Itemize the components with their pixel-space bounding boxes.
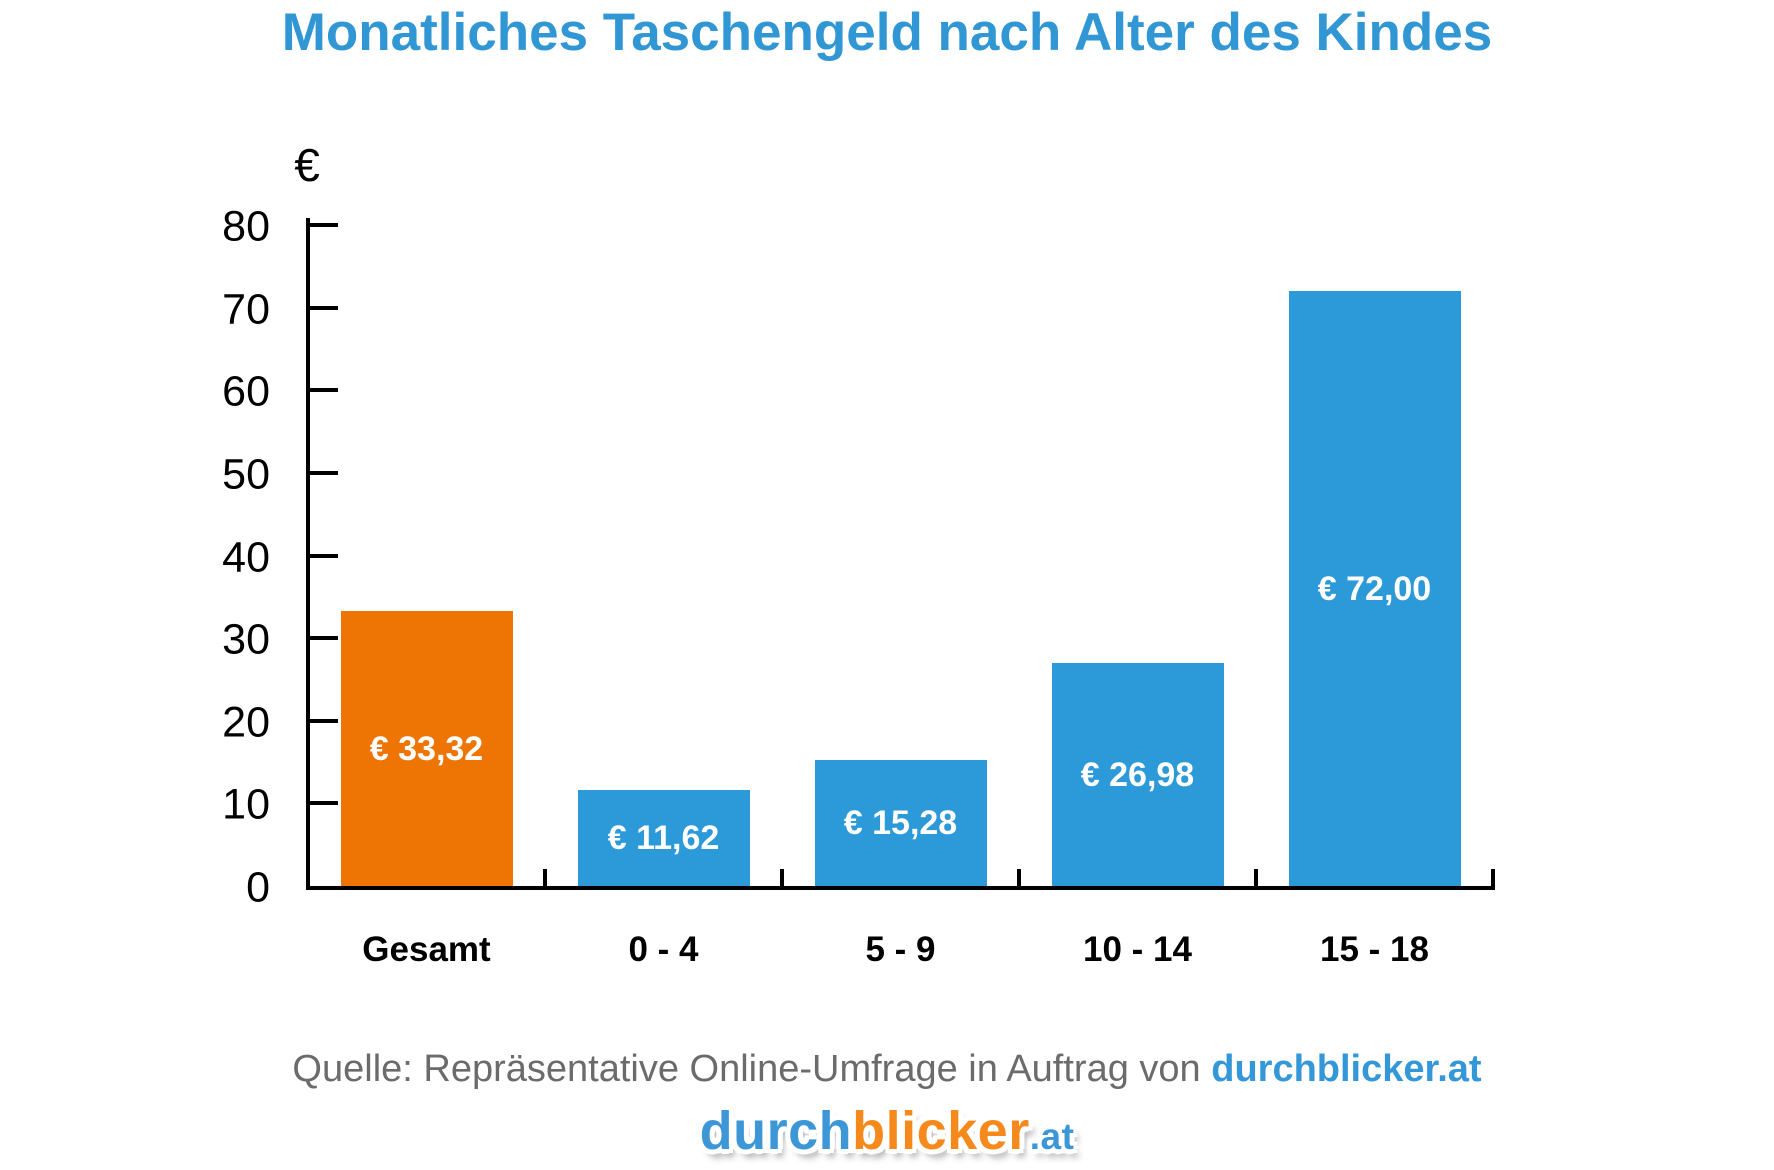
y-tick: [308, 636, 338, 641]
bar-value-label: € 11,62: [607, 819, 720, 858]
category-label-5-9: 5 - 9: [865, 930, 936, 969]
y-tick: [308, 305, 338, 310]
source-text: Quelle: Repräsentative Online-Umfrage in…: [292, 1048, 1212, 1090]
x-tick: [1254, 869, 1258, 886]
y-tick: [308, 801, 338, 806]
logo-part-blicker: blicker: [852, 1101, 1030, 1161]
y-tick: [308, 470, 338, 475]
y-tick: [308, 718, 338, 723]
category-label-0-4: 0 - 4: [628, 930, 699, 969]
x-tick: [780, 869, 784, 886]
y-tick: [308, 223, 338, 227]
source-link[interactable]: durchblicker.at: [1211, 1048, 1482, 1090]
bar-gesamt: € 33,32: [340, 610, 513, 888]
category-label-gesamt: Gesamt: [362, 930, 491, 969]
y-tick-label: 0: [246, 863, 270, 912]
y-tick: [308, 388, 338, 393]
bar-value-label: € 26,98: [1080, 756, 1195, 795]
bar-15-18: € 72,00: [1288, 291, 1461, 888]
chart-title: Monatliches Taschengeld nach Alter des K…: [281, 3, 1493, 62]
x-tick: [543, 869, 547, 886]
x-tick: [1491, 869, 1495, 886]
bar-0-4: € 11,62: [577, 789, 750, 888]
bar-value-label: € 72,00: [1317, 570, 1432, 609]
durchblicker-logo[interactable]: durchblicker.at: [0, 1100, 1774, 1162]
y-tick-label: 50: [222, 450, 270, 499]
y-tick-label: 20: [222, 698, 270, 747]
logo-part-durch: durch: [699, 1101, 853, 1161]
source-line: Quelle: Repräsentative Online-Umfrage in…: [0, 1048, 1774, 1091]
bar-value-label: € 33,32: [369, 729, 484, 768]
y-tick: [308, 553, 338, 558]
y-tick-label: 60: [222, 367, 270, 416]
y-tick-label: 10: [222, 780, 270, 829]
x-tick: [1017, 869, 1021, 886]
y-tick-label: 80: [222, 202, 270, 251]
y-axis-unit-label: €: [294, 139, 320, 191]
bar-value-label: € 15,28: [843, 804, 958, 843]
category-label-15-18: 15 - 18: [1320, 930, 1429, 969]
bar-10-14: € 26,98: [1051, 663, 1224, 888]
category-label-10-14: 10 - 14: [1083, 930, 1192, 969]
y-tick-label: 40: [222, 533, 270, 581]
y-tick-label: 70: [222, 285, 270, 334]
logo-part-at: .at: [1029, 1116, 1075, 1157]
x-axis-line: [306, 886, 1495, 890]
y-tick-label: 30: [222, 615, 270, 664]
bar-5-9: € 15,28: [814, 759, 987, 888]
